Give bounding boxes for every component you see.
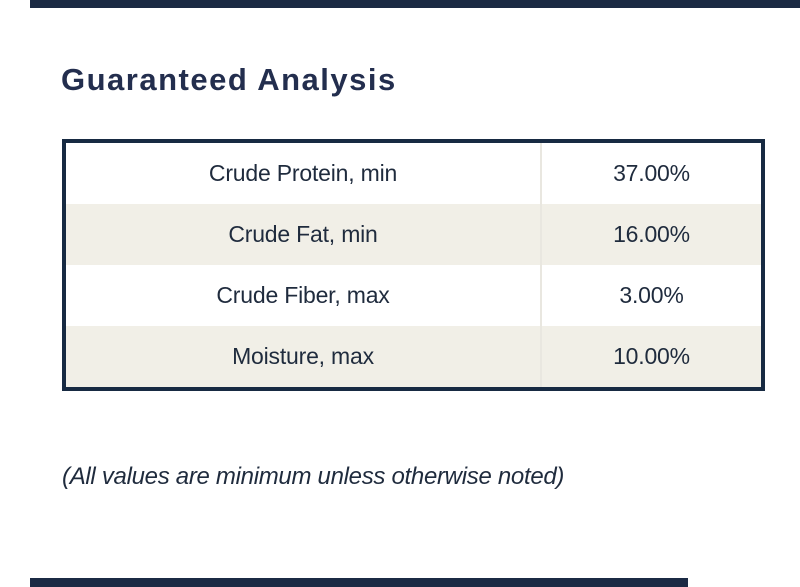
nutrient-label: Crude Fat, min [228, 221, 378, 247]
nutrient-value: 16.00% [540, 204, 761, 265]
top-section-edge-bar [30, 0, 800, 8]
nutrient-label: Moisture, max [232, 343, 374, 369]
table-row: Crude Fat, min 16.00% [66, 204, 761, 265]
nutrient-value: 3.00% [540, 265, 761, 326]
table-row: Crude Protein, min 37.00% [66, 143, 761, 204]
nutrient-label: Crude Fiber, max [216, 282, 390, 308]
table-row: Moisture, max 10.00% [66, 326, 761, 387]
values-note: (All values are minimum unless otherwise… [62, 463, 565, 490]
nutrient-value: 37.00% [540, 143, 761, 204]
nutrient-label: Crude Protein, min [208, 160, 398, 186]
bottom-section-edge-bar [30, 578, 688, 587]
section-title: Guaranteed Analysis [61, 62, 397, 97]
table-row: Crude Fiber, max 3.00% [66, 265, 761, 326]
nutrient-value: 10.00% [540, 326, 761, 387]
guaranteed-analysis-table: Crude Protein, min 37.00% Crude Fat, min… [62, 139, 765, 391]
